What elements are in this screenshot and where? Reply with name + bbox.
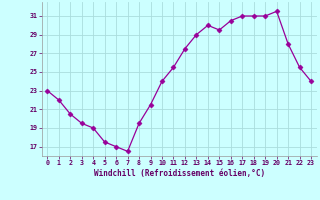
X-axis label: Windchill (Refroidissement éolien,°C): Windchill (Refroidissement éolien,°C) (94, 169, 265, 178)
